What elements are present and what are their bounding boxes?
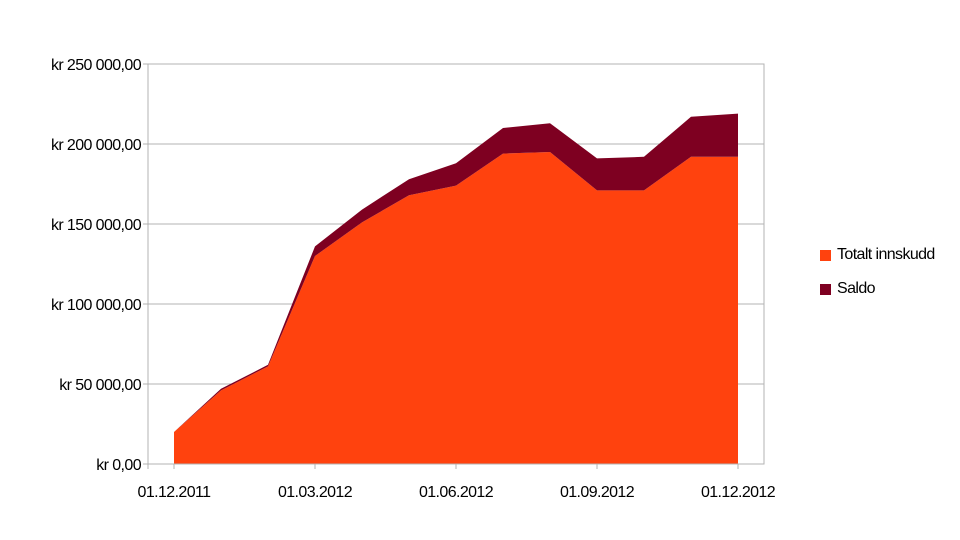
x-tick-label-4: 01.12.2012: [701, 484, 776, 501]
x-tick-label-1: 01.03.2012: [278, 484, 353, 501]
legend-swatch-saldo: [820, 283, 831, 295]
y-tick-label-2: kr 100 000,00: [51, 297, 142, 314]
legend-item-saldo: Saldo: [820, 278, 935, 300]
y-tick-label-0: kr 0,00: [96, 457, 141, 474]
y-tick-label-5: kr 250 000,00: [51, 57, 142, 74]
legend-label-saldo: Saldo: [837, 280, 876, 297]
y-tick-label-4: kr 200 000,00: [51, 137, 142, 154]
x-axis-ticks: 01.12.2011 01.03.2012 01.06.2012 01.09.2012…: [138, 464, 776, 501]
y-tick-label-1: kr 50 000,00: [59, 377, 141, 394]
x-tick-label-0: 01.12.2011: [138, 484, 212, 501]
chart-axes: [143, 64, 764, 469]
area-series-saldo: [174, 113, 738, 432]
legend-label-totalt-innskudd: Totalt innskudd: [837, 246, 935, 263]
area-series-totalt-innskudd: [174, 152, 738, 464]
y-tick-label-3: kr 150 000,00: [51, 217, 142, 234]
x-tick-label-2: 01.06.2012: [419, 484, 494, 501]
chart-areas: [174, 113, 738, 464]
y-axis-ticks: kr 0,00 kr 50 000,00 kr 100 000,00 kr 150 0…: [51, 57, 148, 474]
legend: Totalt innskudd Saldo: [820, 244, 935, 312]
x-tick-label-3: 01.09.2012: [560, 484, 635, 501]
legend-item-totalt-innskudd: Totalt innskudd: [820, 244, 935, 266]
legend-swatch-totalt-innskudd: [820, 249, 831, 261]
